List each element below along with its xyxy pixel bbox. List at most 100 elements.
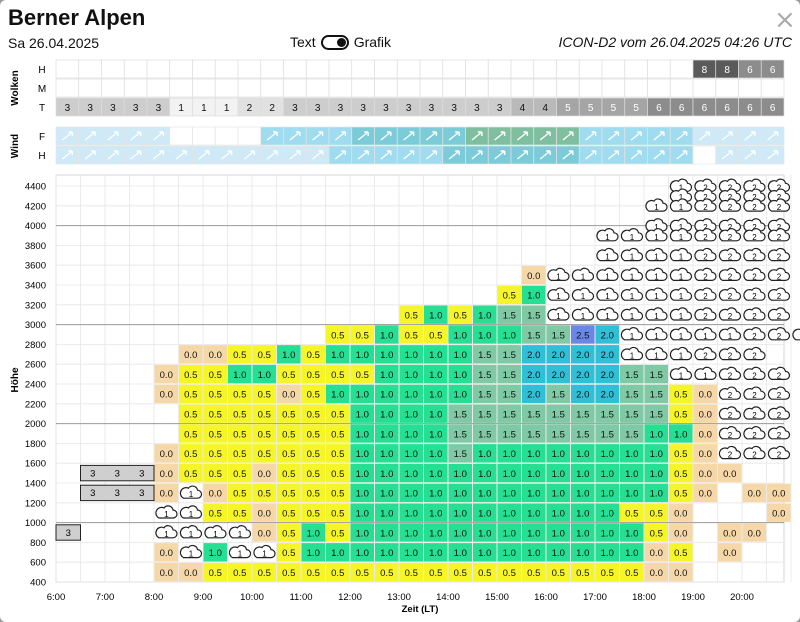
wind-arrow-icon [152, 131, 165, 141]
climb-value: 1.0 [552, 548, 565, 559]
climb-cell [473, 305, 497, 324]
wind-arrow-icon [653, 131, 665, 141]
climb-value: 1.0 [454, 350, 467, 361]
climb-value: 0.5 [233, 429, 246, 440]
climb-cell [497, 562, 521, 582]
wind-arrow-icon [334, 131, 347, 141]
climb-value: 1.0 [356, 489, 369, 500]
climb-cell [693, 424, 717, 443]
cloud-cell [510, 59, 535, 79]
cloud-icon [718, 178, 742, 192]
close-icon[interactable]: × [774, 5, 796, 35]
cloud-cover-value: 3 [292, 103, 298, 114]
climb-cell [473, 345, 497, 364]
climb-cell [424, 483, 448, 503]
cloud-cell-icon: 1 [596, 287, 619, 301]
cloud-icon [669, 267, 693, 281]
climb-value: 1.5 [478, 390, 491, 401]
cloud-cell [55, 78, 80, 98]
climb-value: 1.5 [625, 429, 638, 440]
cloud-cell-icon: 2 [743, 426, 766, 440]
climb-cell [669, 503, 693, 522]
cloud-cell-icon: 1 [645, 218, 668, 232]
cloud-cell-icon: 1 [253, 544, 276, 559]
climb-cell [203, 543, 227, 562]
cloud-icon [718, 426, 742, 440]
climb-value: 1.0 [478, 449, 491, 460]
cloud-cell-icon: 1 [669, 327, 693, 341]
climb-cell [571, 345, 595, 364]
cloud-cover-value: 6 [679, 103, 685, 114]
climb-value: 0.5 [356, 330, 369, 341]
climb-cell [326, 364, 350, 384]
cloud-icon [694, 287, 717, 301]
wind-cell [214, 126, 239, 146]
cloud-cell-icon: 1 [620, 228, 644, 242]
climb-value: 0.5 [331, 568, 344, 579]
toggle-switch[interactable] [320, 34, 349, 50]
climb-value: 0.0 [160, 548, 173, 559]
cloud-cover-value: 3 [474, 103, 480, 114]
y-tick-label: 3400 [25, 281, 46, 292]
climb-cell [277, 543, 301, 562]
cloud-cell-icon: 2 [718, 228, 742, 242]
cloud-cell-icon: 1 [645, 247, 668, 262]
cloud-cover-value: 6 [770, 65, 776, 76]
cloud-icon [645, 218, 668, 232]
climb-value: 1.0 [576, 469, 589, 480]
cloud-cell-icon: 2 [694, 198, 717, 212]
climb-cell [497, 503, 521, 522]
view-toggle[interactable]: Text Grafik [290, 34, 391, 50]
cloud-icon [645, 346, 668, 361]
climb-value: 1.5 [576, 429, 589, 440]
climb-value: 0.5 [674, 410, 687, 421]
cloud-level-digit: 1 [679, 223, 684, 232]
wind-arrow-icon [585, 150, 597, 160]
climb-value: 1.0 [429, 390, 442, 401]
cloud-level-digit: 2 [777, 272, 782, 281]
cloud-level-digit: 1 [164, 510, 169, 519]
cloud-icon [767, 406, 791, 420]
cloud-level-digit: 1 [654, 352, 659, 361]
cloud-icon [694, 218, 717, 232]
cloud-cell [237, 59, 262, 79]
y-tick-label: 1800 [25, 439, 46, 450]
cloud-cell [214, 59, 239, 79]
cloud-icon [596, 267, 619, 281]
climb-cell [546, 503, 570, 522]
climb-cell [424, 305, 448, 324]
cloud-level-digit: 2 [752, 352, 757, 361]
cloud-cell-icon: 1 [620, 287, 644, 301]
climb-cell [277, 503, 301, 522]
climb-value: 0.5 [331, 429, 344, 440]
climb-cell [546, 424, 570, 443]
climb-value: 0.5 [625, 568, 638, 579]
cloud-level-digit: 2 [728, 203, 733, 212]
stripe-value: 3 [115, 488, 120, 499]
climb-cell [497, 285, 521, 305]
cloud-level-digit: 1 [630, 332, 635, 341]
cloud-cell [465, 78, 489, 98]
climb-cell [595, 404, 619, 423]
climb-value: 0.5 [674, 390, 687, 401]
cloud-cell-icon: 2 [718, 218, 742, 232]
climb-value: 1.0 [454, 548, 467, 559]
climb-value: 1.0 [478, 548, 491, 559]
y-tick-label: 4200 [25, 201, 46, 212]
climb-cell [301, 543, 325, 562]
cloud-cell [328, 78, 353, 98]
cloud-icon [767, 267, 791, 281]
climb-cell [399, 562, 423, 582]
wind-arrow-icon [539, 150, 551, 160]
climb-value: 1.0 [478, 489, 491, 500]
climb-value: 0.5 [184, 370, 197, 381]
cloud-icon [767, 198, 791, 212]
wind-arrow-icon [107, 150, 119, 160]
cloud-cover-value: 3 [133, 103, 139, 114]
cloud-cell [487, 78, 512, 98]
climb-value: 0.5 [233, 469, 246, 480]
cloud-cell-icon: 2 [743, 267, 766, 281]
wind-arrow-icon [721, 131, 733, 141]
cloud-level-digit: 2 [777, 292, 782, 301]
